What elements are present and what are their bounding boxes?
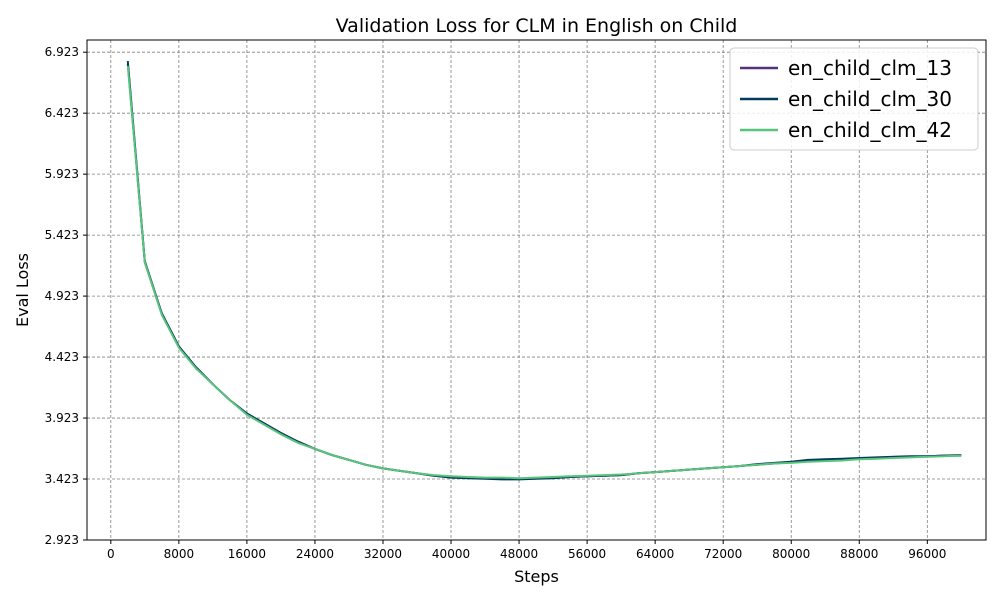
x-tick-label: 8000 [164,547,195,561]
y-tick-label: 4.923 [45,289,79,303]
y-tick-label: 5.923 [45,167,79,181]
x-tick-label: 96000 [908,547,946,561]
x-axis-label: Steps [514,567,559,586]
x-tick-label: 0 [107,547,115,561]
legend-label: en_child_clm_30 [788,87,952,111]
y-tick-label: 6.923 [45,45,79,59]
legend-label: en_child_clm_13 [788,56,952,80]
y-tick-label: 6.423 [45,106,79,120]
y-tick-label: 3.423 [45,472,79,486]
x-tick-label: 32000 [364,547,402,561]
y-tick-label: 2.923 [45,533,79,547]
legend: en_child_clm_13 en_child_clm_30 en_child_c… [729,47,979,151]
x-tick-label: 64000 [636,547,674,561]
x-tick-label: 88000 [840,547,878,561]
legend-box [729,47,979,151]
x-tick-label: 80000 [772,547,810,561]
series-line-en_child_clm_42 [126,65,962,480]
y-tick-label: 5.423 [45,228,79,242]
x-tick-label: 40000 [432,547,470,561]
grid [87,40,986,541]
series-line-en_child_clm_30 [126,61,962,481]
plot-frame [86,39,987,541]
legend-label: en_child_clm_42 [788,118,952,142]
axis-ticks: 0 8000 16000 24000 32000 40000 48000 56000 64000… [45,45,947,561]
x-tick-label: 72000 [704,547,742,561]
x-tick-label: 56000 [568,547,606,561]
chart-title: Validation Loss for CLM in English on Ch… [336,15,738,37]
x-tick-label: 48000 [500,547,538,561]
y-tick-label: 4.423 [45,350,79,364]
y-tick-label: 3.923 [45,411,79,425]
x-tick-label: 24000 [296,547,334,561]
y-axis-label: Eval Loss [13,253,32,327]
series-lines [126,61,962,481]
x-tick-label: 16000 [228,547,266,561]
